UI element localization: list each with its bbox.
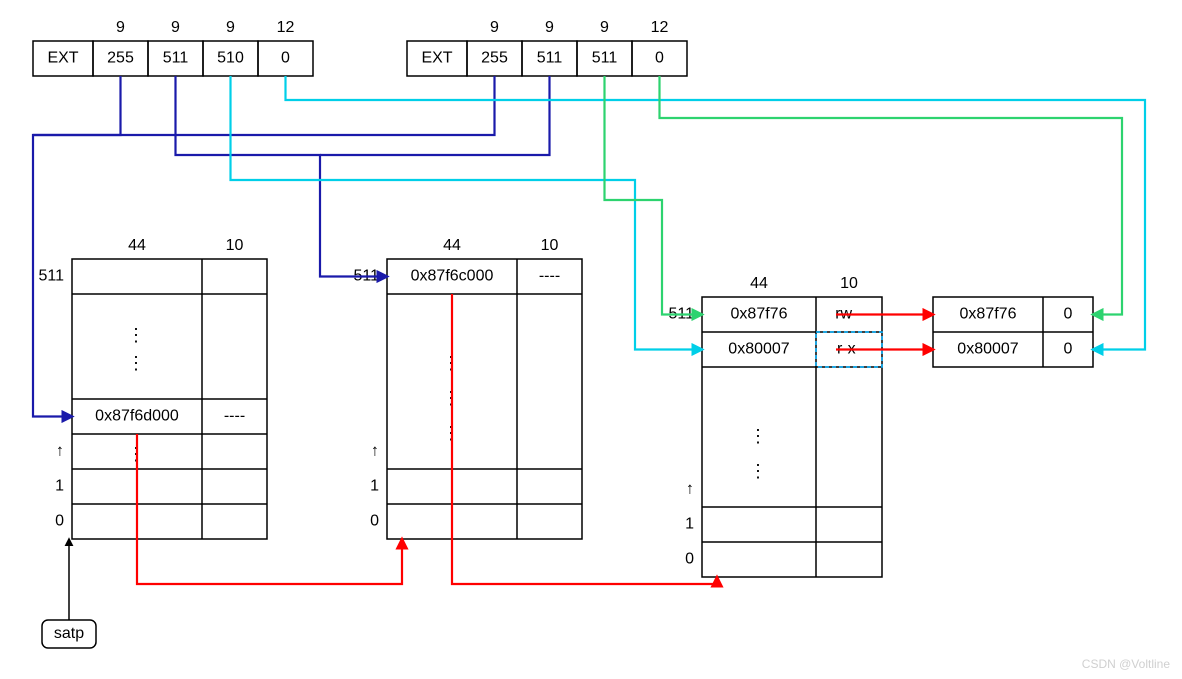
- vpn1-arrow-1: [176, 76, 388, 277]
- bitwidth-label: 12: [651, 19, 669, 36]
- va-cell: 511: [163, 50, 189, 67]
- satp-label: satp: [54, 625, 84, 642]
- index-label: 1: [685, 516, 694, 533]
- ellipsis-icon: ⋮: [749, 426, 769, 446]
- phys-addr-box: 0x87f76 0 0x80007 0: [933, 297, 1093, 367]
- pte-ppn: 0x80007: [728, 341, 789, 358]
- index-label: 511: [38, 268, 64, 285]
- col-width-label: 10: [541, 237, 559, 254]
- index-label: 0: [370, 513, 379, 530]
- phys-ppn: 0x80007: [957, 341, 1018, 358]
- bitwidth-label: 9: [116, 19, 125, 36]
- col-width-label: 44: [750, 275, 768, 292]
- index-arrow: ↑: [371, 443, 379, 460]
- col-width-label: 10: [226, 237, 244, 254]
- bitwidth-label: 12: [277, 19, 295, 36]
- bitwidth-label: 9: [490, 19, 499, 36]
- col-width-label: 10: [840, 275, 858, 292]
- bitwidth-label: 9: [545, 19, 554, 36]
- page-table-l2: 4410511↑10: [38, 237, 267, 539]
- va-cell: EXT: [421, 50, 452, 67]
- va-cell: 511: [537, 50, 563, 67]
- va-cell: 510: [217, 50, 244, 67]
- index-label: 0: [685, 551, 694, 568]
- page-table-diagram: EXT925595119510120EXT9255951195111204410…: [0, 0, 1182, 679]
- phys-offset: 0: [1064, 341, 1073, 358]
- va-cell: 511: [592, 50, 618, 67]
- pte-flags: ----: [224, 408, 245, 425]
- va-box-1: EXT 9 255 9 511 9 510 12 0: [33, 19, 313, 76]
- pte-flags: ----: [539, 268, 560, 285]
- col-width-label: 44: [443, 237, 461, 254]
- ppn-arrow-l1-l0: [452, 294, 717, 584]
- bitwidth-label: 9: [600, 19, 609, 36]
- col-width-label: 44: [128, 237, 146, 254]
- va-cell: 0: [655, 50, 664, 67]
- va-cell: 255: [481, 50, 508, 67]
- bitwidth-label: 9: [171, 19, 180, 36]
- pte-ppn: 0x87f76: [731, 306, 788, 323]
- bitwidth-label: 9: [226, 19, 235, 36]
- ellipsis-icon: ⋮: [749, 461, 769, 481]
- vpn1-arrow-2: [320, 76, 550, 155]
- offset-arrow-2: [660, 76, 1123, 315]
- pte-ppn: 0x87f6d000: [95, 408, 179, 425]
- va-cell: EXT: [47, 50, 78, 67]
- phys-offset: 0: [1064, 306, 1073, 323]
- watermark: CSDN @Voltline: [1082, 657, 1171, 671]
- index-arrow: ↑: [56, 443, 64, 460]
- index-label: 1: [370, 478, 379, 495]
- phys-ppn: 0x87f76: [960, 306, 1017, 323]
- index-arrow: ↑: [686, 481, 694, 498]
- ellipsis-icon: ⋮: [127, 325, 147, 345]
- va-box-2: EXT 9 255 9 511 9 511 12 0: [407, 19, 687, 76]
- va-cell: 0: [281, 50, 290, 67]
- vpn0-arrow-510: [231, 76, 703, 350]
- index-label: 1: [55, 478, 64, 495]
- pte-ppn: 0x87f6c000: [411, 268, 494, 285]
- index-label: 0: [55, 513, 64, 530]
- vpn2-arrow-1: [33, 76, 121, 417]
- ppn-arrow-l2-l1: [137, 434, 402, 584]
- vpn2-arrow-2: [33, 76, 495, 135]
- va-cell: 255: [107, 50, 134, 67]
- ellipsis-icon: ⋮: [127, 353, 147, 373]
- vpn0-arrow-511: [605, 76, 703, 315]
